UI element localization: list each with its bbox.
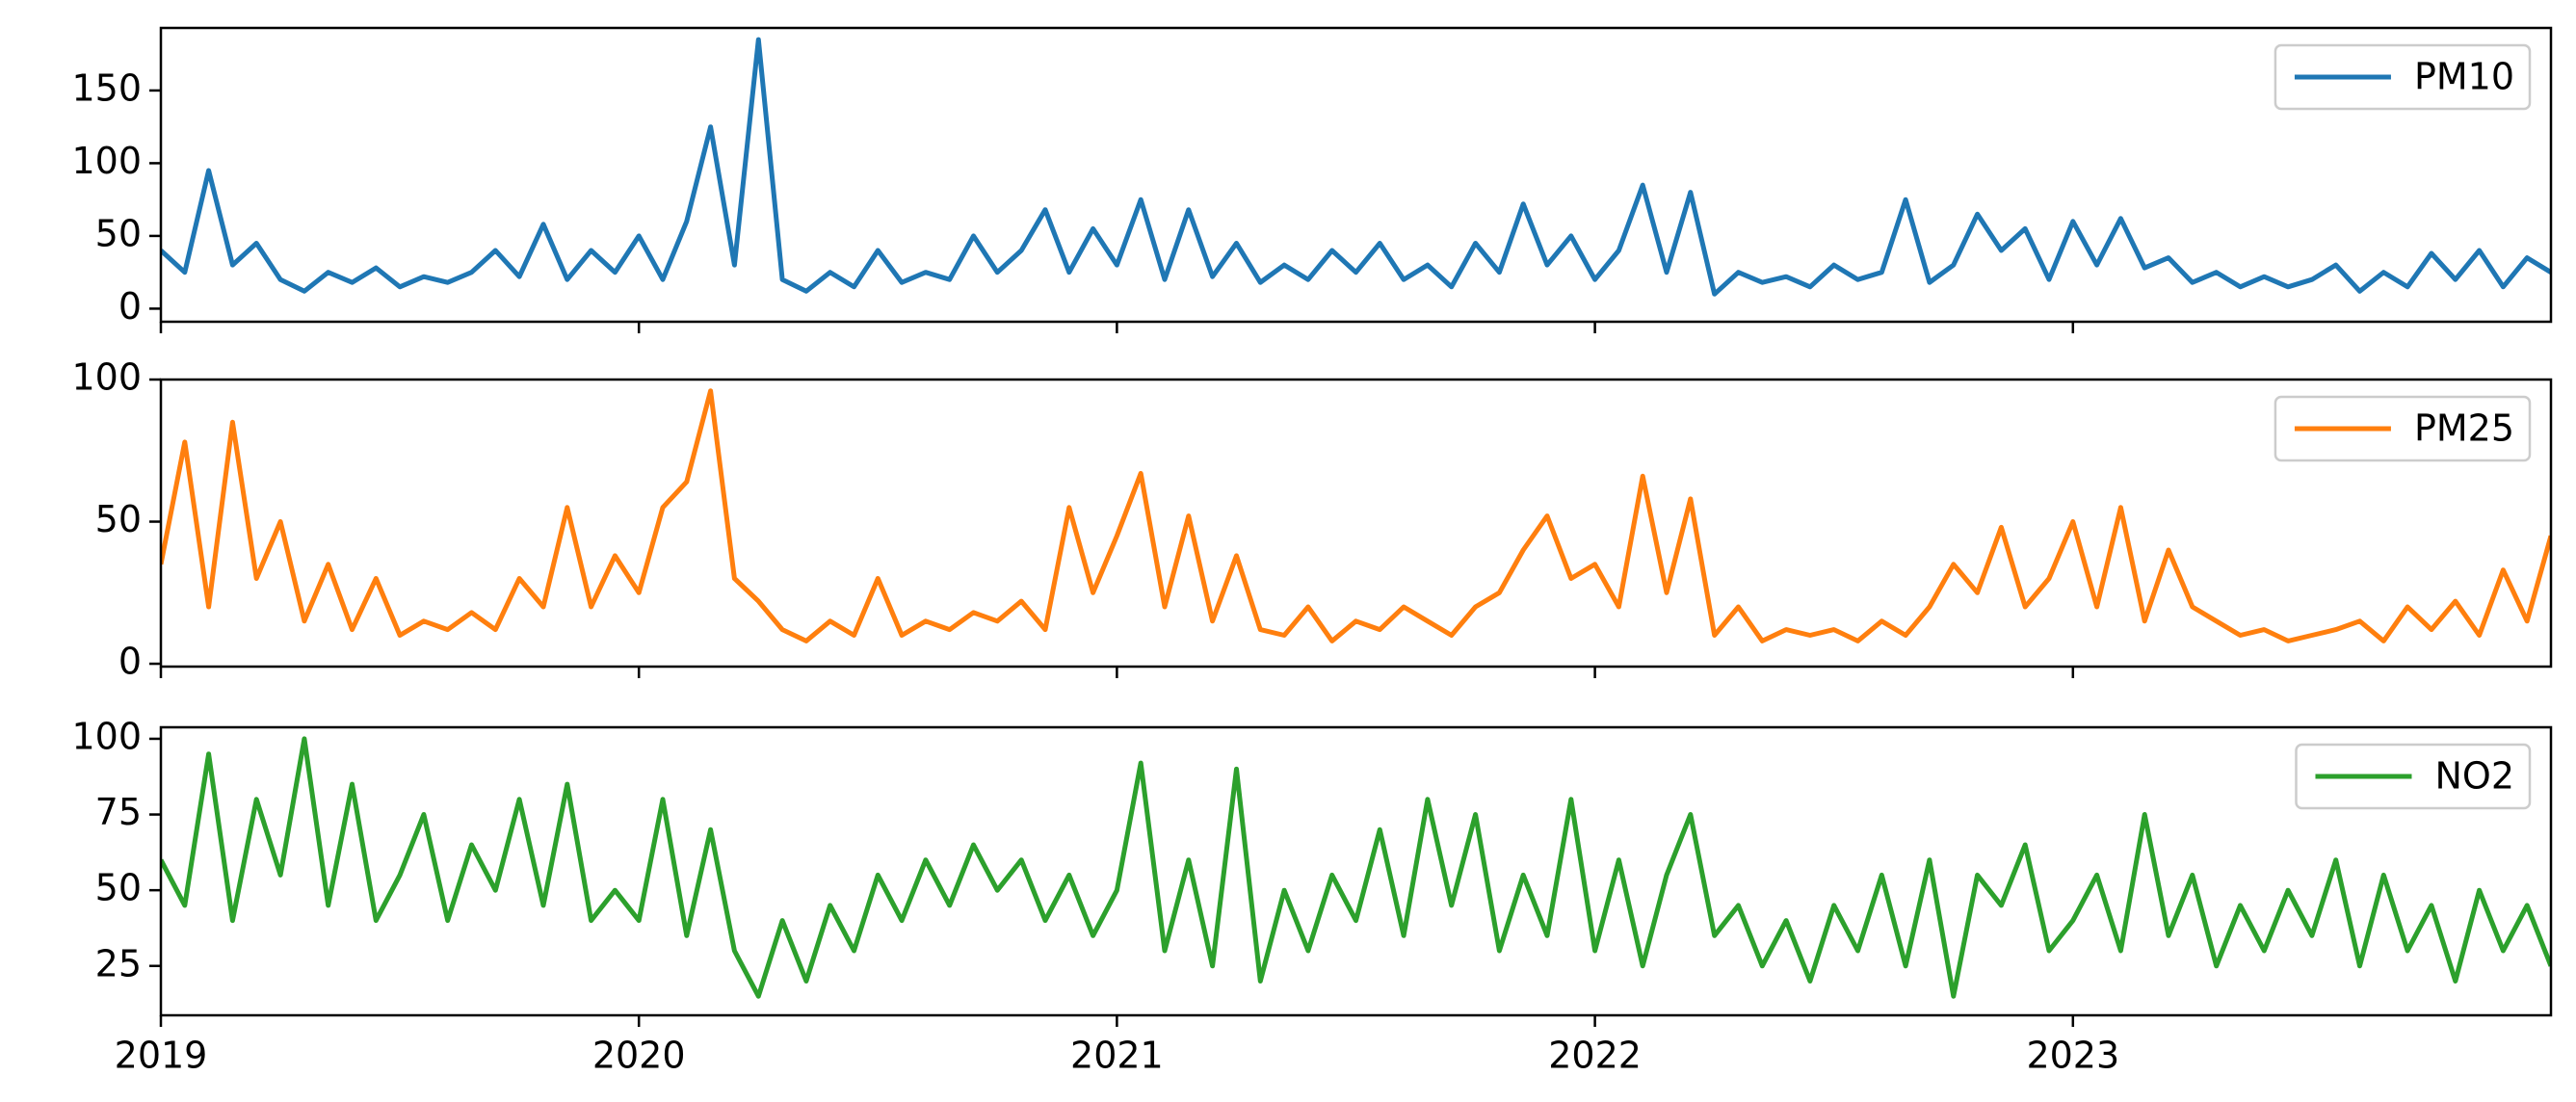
y-tick-label: 50 [95, 867, 142, 909]
y-tick-label: 100 [71, 140, 142, 182]
series-line [161, 37, 2551, 297]
legend: NO2 [2295, 743, 2532, 810]
legend: PM25 [2274, 395, 2532, 462]
legend-label: PM10 [2414, 56, 2514, 98]
y-tick-label: 75 [95, 791, 142, 833]
y-tick-label: 0 [118, 641, 142, 683]
y-tick-label: 150 [71, 66, 142, 109]
y-tick-label: 50 [95, 498, 142, 540]
x-tick-label: 2023 [2026, 1035, 2119, 1077]
y-tick-label: 100 [71, 356, 142, 399]
plot-frame [159, 725, 2553, 1017]
series-line [161, 388, 2551, 643]
legend-label: PM25 [2414, 407, 2514, 450]
legend-frame [2295, 743, 2532, 810]
y-tick-label: 50 [95, 212, 142, 254]
x-tick-label: 2019 [115, 1035, 208, 1077]
legend-frame [2274, 395, 2532, 462]
y-tick-label: 25 [95, 942, 142, 984]
y-tick-label: 0 [118, 285, 142, 328]
x-tick-label: 2022 [1548, 1035, 1642, 1077]
plot-frame [159, 378, 2553, 669]
x-tick-label: 2020 [592, 1035, 686, 1077]
series-line [161, 736, 2551, 999]
y-tick-label: 100 [71, 715, 142, 757]
legend-frame [2274, 43, 2532, 111]
legend: PM10 [2274, 43, 2532, 111]
plot-frame [159, 26, 2553, 324]
legend-label: NO2 [2434, 755, 2514, 798]
x-tick-label: 2021 [1070, 1035, 1164, 1077]
